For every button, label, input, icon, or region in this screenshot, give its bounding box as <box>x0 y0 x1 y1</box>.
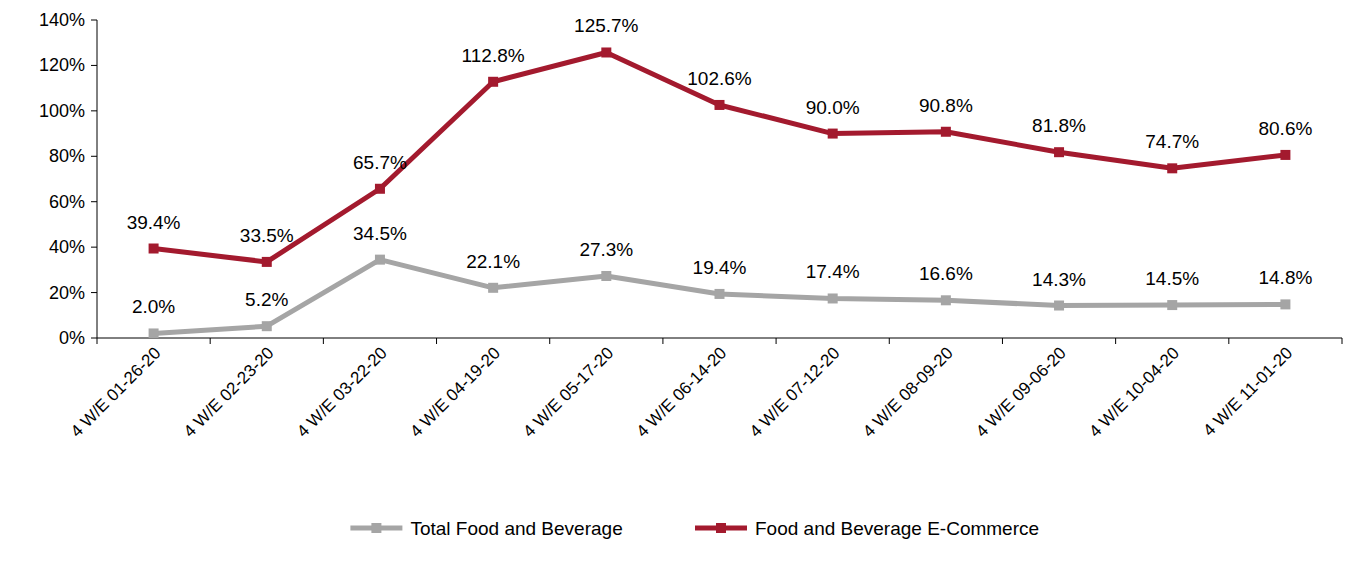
x-tick-label: 4 W/E 06-14-20 <box>633 343 731 441</box>
plot-marks <box>149 47 1291 338</box>
x-tick <box>549 338 550 344</box>
series-marker <box>1167 300 1177 310</box>
x-tick <box>1115 338 1116 344</box>
data-label: 14.3% <box>1032 269 1086 290</box>
y-tick-label: 140% <box>39 10 85 30</box>
series-marker <box>601 271 611 281</box>
data-label: 2.0% <box>132 296 175 317</box>
series-line <box>154 52 1286 261</box>
data-label: 102.6% <box>687 68 752 89</box>
data-label: 90.8% <box>919 95 973 116</box>
y-tick <box>91 20 97 21</box>
y-tick-label: 80% <box>49 146 85 166</box>
x-axis <box>97 338 1342 339</box>
legend-marker <box>371 523 381 533</box>
data-labels: 2.0% 5.2% 34.5% 22.1% 27.3% 19.4% 17.4% 16.6% 14… <box>127 15 1313 317</box>
data-label: 33.5% <box>240 225 294 246</box>
data-label: 16.6% <box>919 263 973 284</box>
y-tick <box>91 201 97 202</box>
x-tick <box>1342 338 1343 344</box>
x-tick-label: 4 W/E 07-12-20 <box>746 343 844 441</box>
x-tick <box>1228 338 1229 344</box>
x-tick-label: 4 W/E 10-04-20 <box>1085 343 1183 441</box>
series-marker <box>941 127 951 137</box>
data-label: 5.2% <box>245 289 288 310</box>
y-tick <box>91 156 97 157</box>
x-tick <box>97 338 98 344</box>
series-marker <box>1167 163 1177 173</box>
x-tick-label: 4 W/E 11-01-20 <box>1200 343 1297 440</box>
data-label: 27.3% <box>579 239 633 260</box>
x-tick <box>776 338 777 344</box>
data-label: 14.5% <box>1145 268 1199 289</box>
x-tick <box>436 338 437 344</box>
legend-label: Total Food and Beverage <box>410 518 622 539</box>
x-tick-label: 4 W/E 01-26-20 <box>67 343 165 441</box>
data-label: 22.1% <box>466 251 520 272</box>
series-marker <box>715 289 725 299</box>
data-label: 80.6% <box>1258 118 1312 139</box>
series-marker <box>941 295 951 305</box>
x-tick <box>662 338 663 344</box>
y-tick-label: 60% <box>49 192 85 212</box>
x-tick-label: 4 W/E 03-22-20 <box>293 343 391 441</box>
series-marker <box>375 255 385 265</box>
series-marker <box>149 244 159 254</box>
x-tick <box>1002 338 1003 344</box>
y-tick-label: 120% <box>39 55 85 75</box>
data-label: 125.7% <box>574 15 639 36</box>
legend: Total Food and Beverage Food and Beverage… <box>350 518 1039 539</box>
y-tick <box>91 338 97 339</box>
x-tick-label: 4 W/E 04-19-20 <box>406 343 504 441</box>
data-label: 90.0% <box>806 97 860 118</box>
x-tick <box>210 338 211 344</box>
x-tick-label: 4 W/E 02-23-20 <box>180 343 278 441</box>
data-label: 39.4% <box>127 212 181 233</box>
x-tick-label: 4 W/E 05-17-20 <box>520 343 618 441</box>
y-tick <box>91 110 97 111</box>
legend-label: Food and Beverage E-Commerce <box>755 518 1039 539</box>
series-marker <box>715 100 725 110</box>
series-marker <box>1054 147 1064 157</box>
chart: 0% 20% 40% 60% 80% 100% 120% 140% 4 W/E 01-26-20… <box>0 0 1361 568</box>
y-tick <box>91 247 97 248</box>
legend-marker <box>716 523 726 533</box>
data-label: 19.4% <box>693 257 747 278</box>
y-tick-label: 20% <box>49 283 85 303</box>
series-marker <box>1054 301 1064 311</box>
x-tick-label: 4 W/E 09-06-20 <box>972 343 1070 441</box>
data-label: 112.8% <box>462 45 525 66</box>
series-marker <box>262 321 272 331</box>
data-label: 17.4% <box>806 261 860 282</box>
y-axis <box>97 20 98 338</box>
data-label: 74.7% <box>1145 131 1199 152</box>
data-label: 14.8% <box>1258 267 1312 288</box>
y-tick-label: 40% <box>49 237 85 257</box>
series-marker <box>1280 150 1290 160</box>
data-label: 34.5% <box>353 223 407 244</box>
x-tick <box>889 338 890 344</box>
series-marker <box>375 184 385 194</box>
data-label: 81.8% <box>1032 115 1086 136</box>
y-tick-label: 100% <box>39 101 85 121</box>
series-marker <box>1280 299 1290 309</box>
x-tick <box>323 338 324 344</box>
y-tick <box>91 65 97 66</box>
series-marker <box>828 129 838 139</box>
series-marker <box>828 293 838 303</box>
series-marker <box>149 328 159 338</box>
series-marker <box>488 77 498 87</box>
series-marker <box>601 47 611 57</box>
y-tick <box>91 292 97 293</box>
series-marker <box>262 257 272 267</box>
x-tick-label: 4 W/E 08-09-20 <box>859 343 957 441</box>
y-tick-label: 0% <box>59 328 85 348</box>
data-label: 65.7% <box>353 152 407 173</box>
series-marker <box>488 283 498 293</box>
